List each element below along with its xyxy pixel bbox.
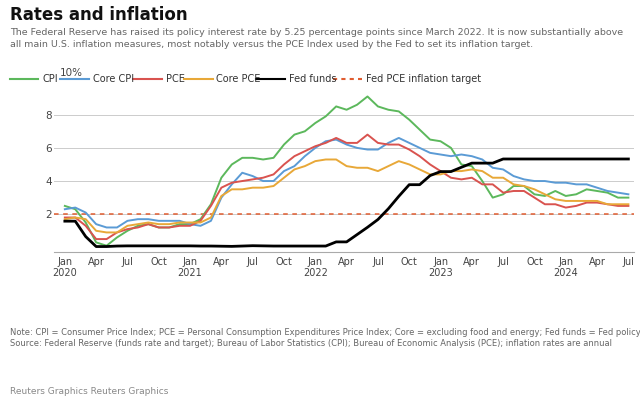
Text: Rates and inflation: Rates and inflation [10,6,188,24]
Text: Reuters Graphics Reuters Graphics: Reuters Graphics Reuters Graphics [10,387,168,396]
Text: CPI: CPI [42,74,58,84]
Text: Core CPI: Core CPI [93,74,134,84]
Text: Fed PCE inflation target: Fed PCE inflation target [366,74,481,84]
Text: Fed funds: Fed funds [289,74,337,84]
Text: 10%: 10% [60,68,83,78]
Text: The Federal Reserve has raised its policy interest rate by 5.25 percentage point: The Federal Reserve has raised its polic… [10,28,623,49]
Text: Core PCE: Core PCE [216,74,261,84]
Text: PCE: PCE [166,74,184,84]
Text: Note: CPI = Consumer Price Index; PCE = Personal Consumption Expenditures Price : Note: CPI = Consumer Price Index; PCE = … [10,328,640,348]
